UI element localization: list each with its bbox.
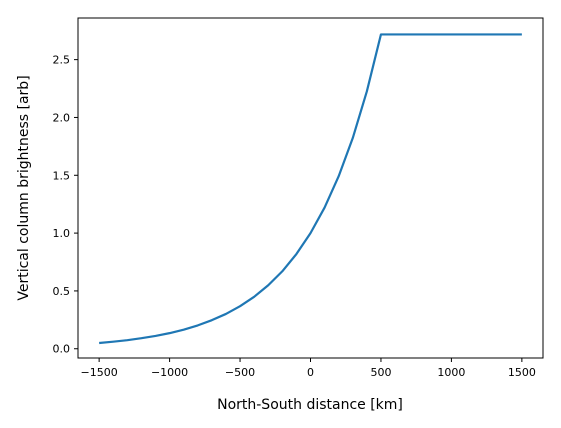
plot-frame <box>77 17 544 359</box>
y-tick-label: 1.5 <box>53 169 71 182</box>
y-tick-label: 2.5 <box>53 54 71 67</box>
x-tick-label: −500 <box>225 366 255 379</box>
x-tick-label: 0 <box>307 366 314 379</box>
y-axis-ticks: 0.0 0.5 1.0 1.5 2.0 2.5 <box>53 54 78 356</box>
y-tick-label: 2.0 <box>53 111 71 124</box>
y-axis-label: Vertical column brightness [arb] <box>16 75 32 300</box>
series-line-0 <box>99 33 522 345</box>
x-tick-label: 1500 <box>508 366 536 379</box>
y-tick-label: 1.0 <box>53 227 71 240</box>
series-layer <box>99 33 522 345</box>
x-axis-ticks: −1500 −1000 −500 0 500 1000 1500 <box>81 358 536 379</box>
x-tick-label: 500 <box>370 366 391 379</box>
x-axis-label: North-South distance [km] <box>217 397 403 413</box>
x-tick-label: −1500 <box>81 366 118 379</box>
plot-area <box>78 18 543 358</box>
y-tick-label: 0.0 <box>53 343 71 356</box>
x-tick-label: −1000 <box>151 366 188 379</box>
x-tick-label: 1000 <box>437 366 465 379</box>
y-tick-label: 0.5 <box>53 285 71 298</box>
